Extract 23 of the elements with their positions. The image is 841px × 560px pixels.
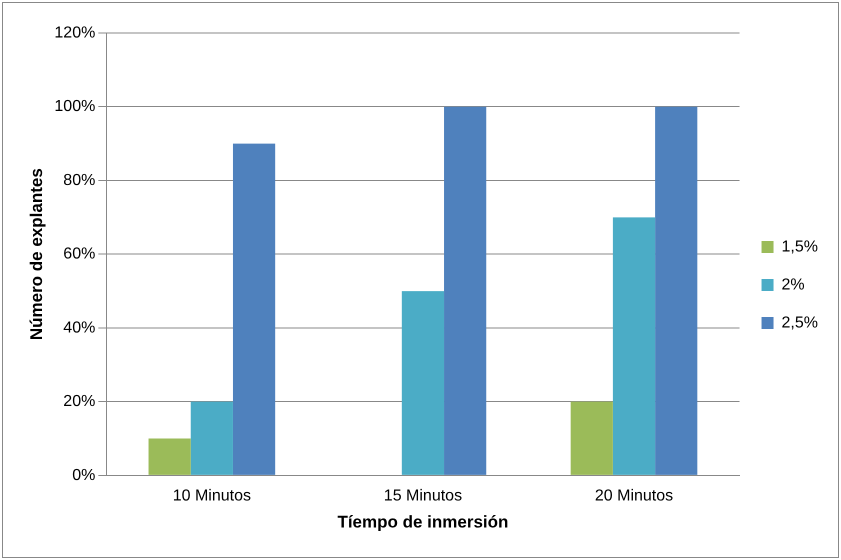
bar [148,438,191,475]
y-tick-label: 0% [72,466,96,484]
legend-label: 2,5% [782,314,818,332]
bar [402,291,444,475]
y-tick-label: 60% [63,246,96,263]
bar [570,402,613,475]
x-tick-label: 15 Minutos [384,487,462,504]
bar [444,106,486,475]
bar [232,144,276,475]
bar [655,106,698,475]
x-tick-label: 20 Minutos [594,487,674,504]
x-axis-title: Tíempo de inmersión [337,512,508,532]
bar [612,217,656,475]
legend-label: 1,5% [782,238,818,256]
y-tick-label: 120% [54,24,96,42]
x-tick-label: 10 Minutos [172,487,251,504]
y-tick-label: 20% [63,393,96,410]
bar [190,402,233,475]
y-tick-label: 100% [54,98,96,116]
y-axis-title: Número de explantes [26,168,46,340]
y-tick-label: 40% [63,319,96,336]
legend-label: 2% [782,276,805,294]
y-tick-label: 80% [63,172,96,189]
